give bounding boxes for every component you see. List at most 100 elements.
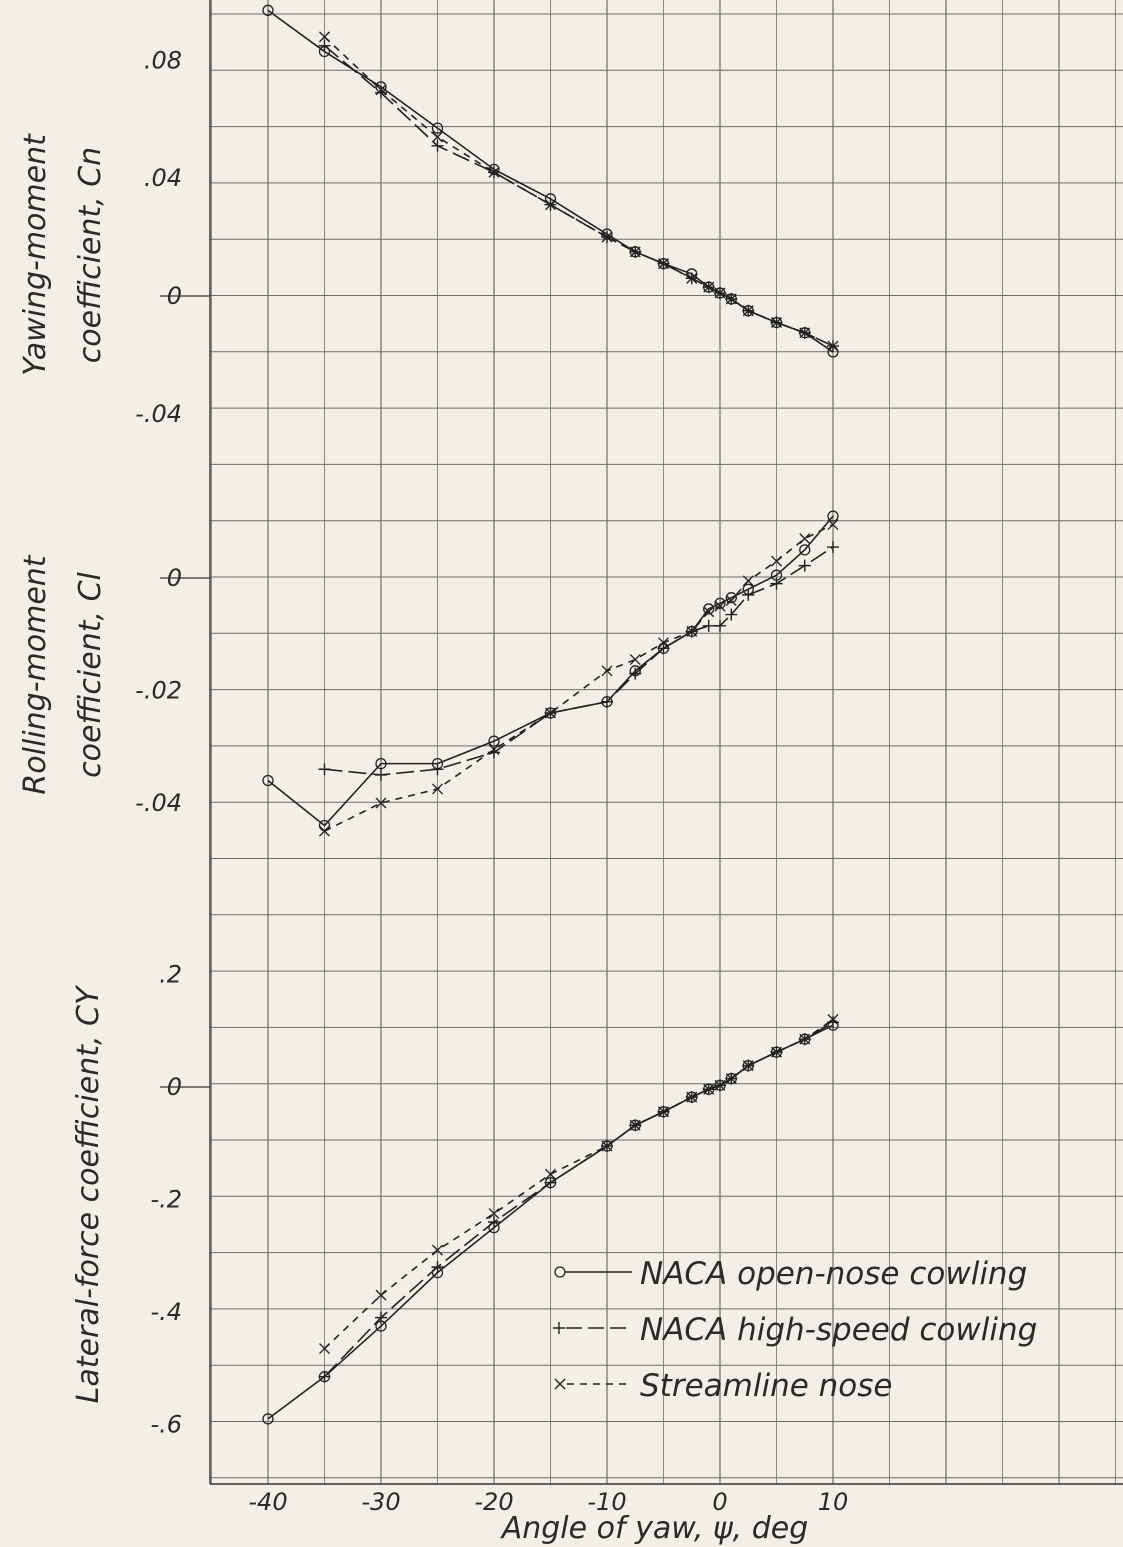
data-point-circle: [262, 1413, 274, 1425]
y-tick-label: -.04: [135, 400, 182, 428]
data-point-cross: [686, 1091, 698, 1103]
data-point-cross: [714, 600, 726, 612]
data-point-plus: [657, 642, 670, 655]
data-point-cross: [658, 637, 669, 649]
data-point-cross: [714, 1079, 726, 1091]
data-point-cross: [601, 231, 613, 243]
legend-cross-marker: [554, 1378, 566, 1390]
x-tick-label: -30: [361, 1488, 400, 1516]
y-axis-label: coefficient, Cn: [73, 147, 108, 363]
data-point-cross: [703, 606, 715, 618]
legend-entry-streamline: Streamline nose: [554, 1368, 892, 1404]
data-point-plus: [714, 619, 726, 632]
data-point-cross: [658, 258, 669, 270]
data-point-cross: [319, 31, 330, 43]
data-point-plus: [629, 667, 642, 680]
data-point-cross: [545, 1168, 556, 1180]
data-point-circle: [703, 603, 715, 615]
data-point-cross: [742, 1060, 754, 1072]
y-tick-label: -.6: [150, 1411, 182, 1439]
data-point-cross: [658, 1106, 669, 1118]
data-point-circle: [375, 757, 387, 770]
data-point-cross: [319, 1343, 330, 1355]
data-point-plus: [431, 139, 444, 152]
data-point-cross: [601, 1140, 613, 1152]
data-point-plus: [798, 559, 811, 572]
y-tick-label: .2: [159, 961, 182, 989]
x-tick-label: -10: [587, 1488, 626, 1516]
data-point-cross: [629, 246, 641, 258]
x-tick-label: 10: [818, 1488, 849, 1516]
data-point-cross: [725, 1073, 737, 1085]
data-point-cross: [319, 825, 330, 837]
data-point-circle: [799, 544, 811, 556]
x-tick-label: -20: [474, 1488, 513, 1516]
data-point-plus: [318, 1370, 331, 1383]
chart-panel-2: [262, 510, 839, 837]
legend-label-streamline: Streamline nose: [640, 1368, 892, 1404]
data-point-plus: [431, 1261, 444, 1273]
y-tick-label: .04: [144, 164, 182, 192]
data-point-cross: [714, 287, 726, 299]
data-point-cross: [827, 340, 839, 352]
data-point-cross: [375, 797, 387, 809]
data-point-cross: [827, 519, 839, 531]
y-tick-label: -.04: [135, 789, 182, 817]
data-point-cross: [799, 327, 811, 339]
series-layer: [262, 4, 839, 1425]
data-point-plus: [375, 1311, 387, 1324]
data-point-cross: [799, 1033, 811, 1045]
data-point-cross: [742, 305, 754, 317]
data-point-cross: [601, 665, 613, 677]
data-point-cross: [375, 84, 387, 96]
series-line-3: [323, 36, 834, 347]
data-point-cross: [629, 654, 641, 666]
data-point-cross: [771, 1046, 782, 1058]
y-tick-label: -.2: [150, 1186, 182, 1214]
data-point-plus: [742, 588, 755, 601]
data-point-cross: [488, 166, 500, 178]
data-point-cross: [432, 131, 443, 143]
legend-plus-marker: [553, 1322, 565, 1334]
data-point-plus: [725, 608, 738, 621]
data-point-plus: [318, 763, 331, 776]
graph-paper-grid: [209, 0, 1123, 1485]
data-point-cross: [488, 744, 500, 756]
data-point-cross: [725, 293, 737, 305]
y-axis-label: coefficient, Cl: [73, 571, 108, 777]
y-axis-label: Yawing-moment: [18, 133, 53, 376]
y-tick-label: -.02: [135, 677, 182, 705]
data-point-cross: [703, 281, 715, 293]
legend-circle-marker: [554, 1266, 566, 1278]
legend-label-high-speed: NACA high-speed cowling: [640, 1312, 1037, 1348]
y-tick-label: -.4: [150, 1298, 182, 1326]
x-axis-title: Angle of yaw, ψ, deg: [500, 1511, 809, 1546]
chart-panel-1: [262, 4, 839, 358]
data-point-cross: [725, 595, 737, 606]
data-point-cross: [742, 575, 754, 587]
data-point-cross: [703, 1083, 715, 1095]
data-point-circle: [725, 592, 737, 604]
data-point-cross: [686, 625, 698, 637]
x-tick-label: 0: [712, 1488, 727, 1516]
data-point-plus: [702, 619, 715, 632]
legend-entry-high-speed: NACA high-speed cowling: [553, 1312, 1037, 1348]
chart-panel-3: [262, 1014, 839, 1425]
data-point-circle: [488, 735, 500, 747]
y-axis-label: Lateral-force coefficient, CY: [71, 984, 106, 1403]
data-point-cross: [629, 1119, 641, 1131]
data-point-plus: [544, 1176, 557, 1189]
data-point-plus: [488, 1216, 500, 1228]
data-point-cross: [545, 707, 556, 719]
series-line-2: [324, 546, 834, 776]
series-line-3: [323, 1018, 834, 1350]
data-point-cross: [799, 533, 811, 545]
data-point-plus: [601, 695, 613, 708]
data-point-plus: [375, 768, 387, 781]
data-point-cross: [432, 1244, 443, 1256]
y-axis-label: Rolling-moment: [18, 554, 53, 794]
data-point-cross: [488, 1208, 500, 1220]
legend-entry-open-nose: NACA open-nose cowling: [554, 1256, 1027, 1292]
